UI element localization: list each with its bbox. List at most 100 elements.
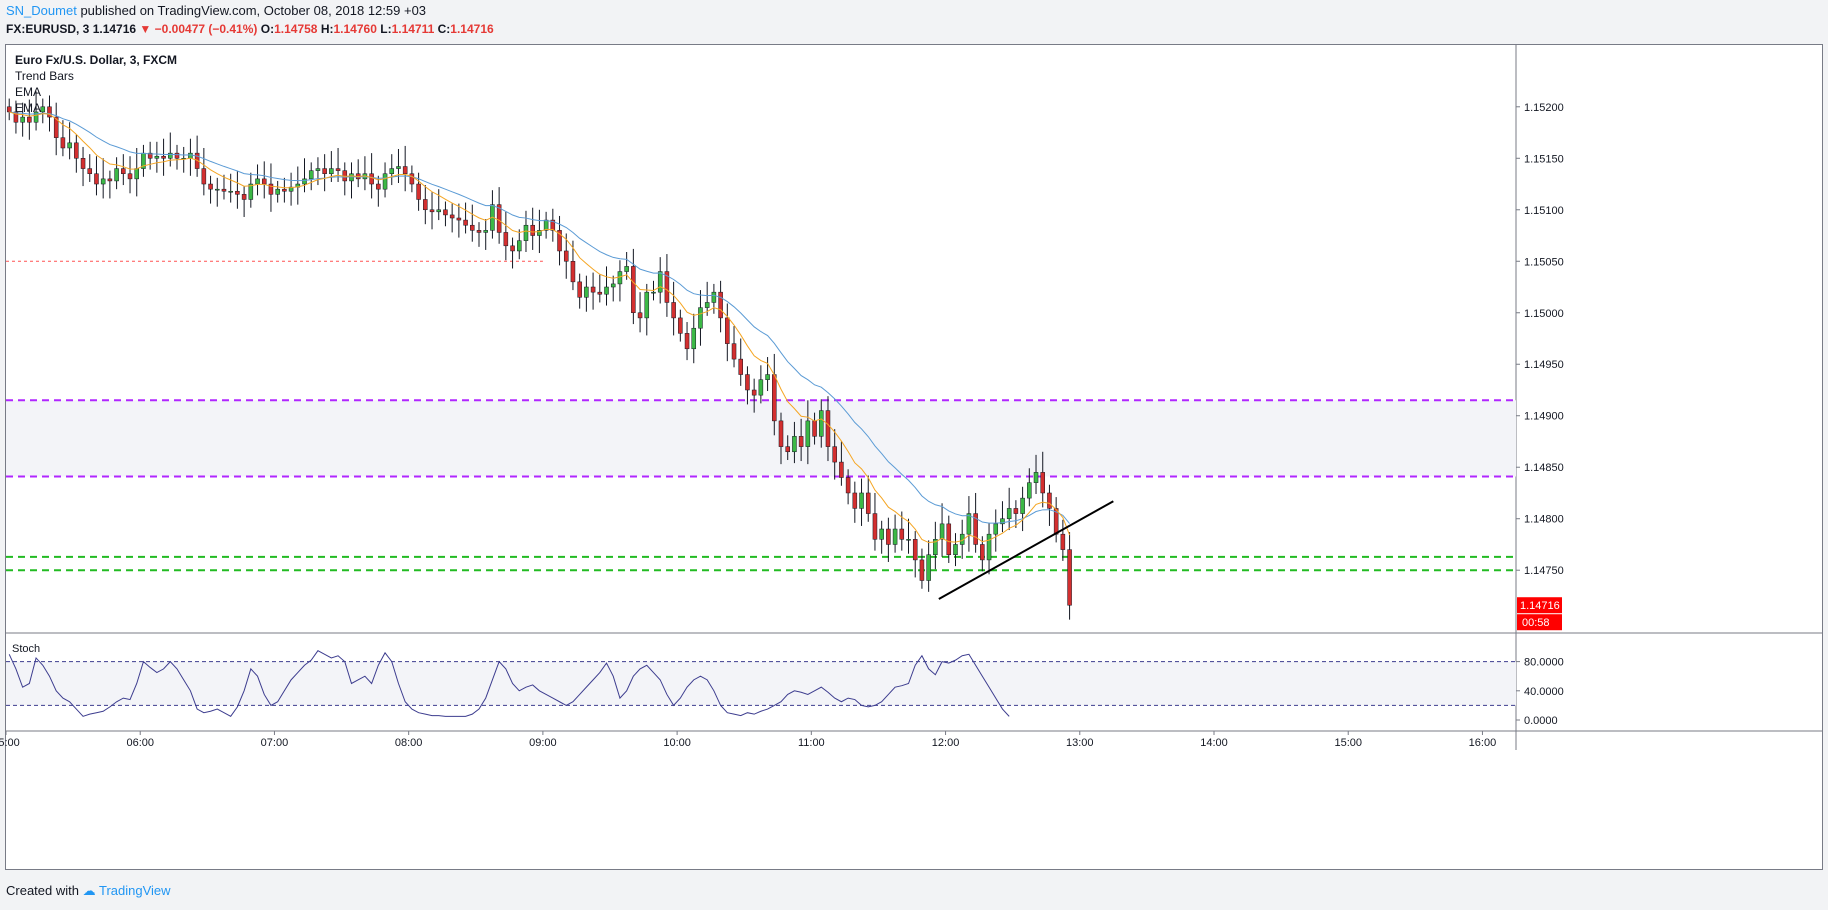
candle-body[interactable]	[47, 106, 52, 118]
candle-body[interactable]	[980, 544, 985, 561]
candle-body[interactable]	[74, 142, 79, 159]
candle-body[interactable]	[409, 173, 415, 185]
candle-body[interactable]	[134, 168, 139, 180]
candle-body[interactable]	[792, 436, 797, 453]
candle-body[interactable]	[946, 523, 952, 556]
candle-body[interactable]	[275, 188, 280, 195]
candle-body[interactable]	[812, 420, 817, 437]
candle-body[interactable]	[1000, 518, 1005, 525]
candle-body[interactable]	[886, 528, 891, 545]
candle-body[interactable]	[208, 183, 213, 190]
candle-body[interactable]	[188, 152, 193, 159]
candle-body[interactable]	[369, 173, 374, 185]
candle-body[interactable]	[678, 317, 683, 334]
candle-body[interactable]	[865, 492, 871, 514]
candle-body[interactable]	[53, 116, 59, 138]
candle-body[interactable]	[470, 224, 475, 231]
trendline[interactable]	[938, 500, 1114, 600]
candle-body[interactable]	[785, 446, 790, 453]
candle-body[interactable]	[1060, 533, 1066, 550]
candle-body[interactable]	[597, 291, 603, 295]
candle-body[interactable]	[590, 286, 596, 293]
candle-body[interactable]	[624, 266, 629, 272]
candle-body[interactable]	[127, 173, 133, 180]
candle-body[interactable]	[530, 224, 535, 236]
candle-body[interactable]	[261, 178, 267, 185]
candle-body[interactable]	[215, 188, 220, 191]
candle-body[interactable]	[107, 178, 113, 182]
candle-body[interactable]	[114, 168, 119, 182]
candle-body[interactable]	[6, 106, 12, 113]
candle-body[interactable]	[60, 137, 66, 149]
candle-body[interactable]	[966, 513, 972, 535]
candle-body[interactable]	[429, 209, 435, 213]
candle-body[interactable]	[268, 183, 274, 195]
candle-body[interactable]	[550, 219, 556, 231]
candle-body[interactable]	[255, 178, 260, 185]
candle-body[interactable]	[13, 111, 19, 123]
legend-item-ema-fast[interactable]: EMA	[15, 85, 42, 99]
candle-body[interactable]	[308, 170, 314, 180]
candle-body[interactable]	[939, 523, 945, 540]
candle-body[interactable]	[912, 539, 918, 561]
candle-body[interactable]	[899, 528, 905, 540]
ema-slow-line[interactable]	[9, 111, 1070, 524]
candle-body[interactable]	[879, 528, 884, 540]
candle-body[interactable]	[845, 477, 851, 494]
candle-body[interactable]	[288, 186, 294, 192]
candle-body[interactable]	[201, 168, 207, 185]
candle-body[interactable]	[973, 513, 978, 545]
candle-body[interactable]	[523, 224, 529, 241]
candle-body[interactable]	[758, 379, 764, 396]
candle-body[interactable]	[329, 168, 334, 174]
legend-item-trend-bars[interactable]: Trend Bars	[15, 69, 74, 83]
candle-body[interactable]	[691, 327, 697, 350]
candle-body[interactable]	[1040, 472, 1045, 494]
candle-body[interactable]	[315, 168, 321, 171]
candle-body[interactable]	[738, 358, 743, 375]
candle-body[interactable]	[443, 209, 448, 216]
candle-body[interactable]	[825, 410, 831, 447]
candle-body[interactable]	[322, 168, 327, 174]
candle-body[interactable]	[906, 539, 911, 541]
candle-body[interactable]	[684, 333, 690, 350]
stoch-line[interactable]	[8, 649, 1010, 718]
candle-body[interactable]	[584, 286, 589, 298]
candle-body[interactable]	[27, 116, 32, 123]
candle-body[interactable]	[228, 190, 233, 193]
candle-body[interactable]	[463, 219, 468, 226]
candle-body[interactable]	[993, 523, 999, 535]
candle-body[interactable]	[872, 513, 878, 540]
candle-body[interactable]	[772, 374, 777, 422]
candle-body[interactable]	[449, 214, 455, 219]
candle-body[interactable]	[94, 173, 99, 185]
candle-body[interactable]	[235, 190, 240, 195]
candle-body[interactable]	[1067, 549, 1072, 606]
candle-body[interactable]	[517, 240, 522, 252]
candle-body[interactable]	[819, 410, 824, 437]
candle-body[interactable]	[798, 436, 804, 447]
candle-body[interactable]	[563, 250, 569, 262]
candle-body[interactable]	[610, 283, 616, 288]
candle-body[interactable]	[396, 166, 401, 169]
candle-body[interactable]	[657, 271, 663, 293]
candle-body[interactable]	[248, 183, 254, 200]
candle-body[interactable]	[335, 168, 341, 171]
candle-body[interactable]	[302, 178, 307, 185]
candle-body[interactable]	[852, 492, 858, 509]
candle-body[interactable]	[604, 286, 609, 295]
candle-body[interactable]	[644, 291, 650, 319]
candle-body[interactable]	[537, 230, 542, 236]
candle-body[interactable]	[765, 374, 770, 380]
candle-body[interactable]	[33, 111, 39, 123]
candle-body[interactable]	[382, 173, 388, 190]
candle-body[interactable]	[161, 155, 166, 159]
candle-body[interactable]	[154, 155, 160, 159]
candle-body[interactable]	[839, 461, 844, 478]
candle-body[interactable]	[376, 183, 381, 190]
candle-body[interactable]	[221, 188, 227, 192]
candle-body[interactable]	[926, 554, 931, 581]
candle-body[interactable]	[711, 291, 717, 303]
candle-body[interactable]	[80, 158, 86, 169]
candle-body[interactable]	[570, 261, 576, 283]
